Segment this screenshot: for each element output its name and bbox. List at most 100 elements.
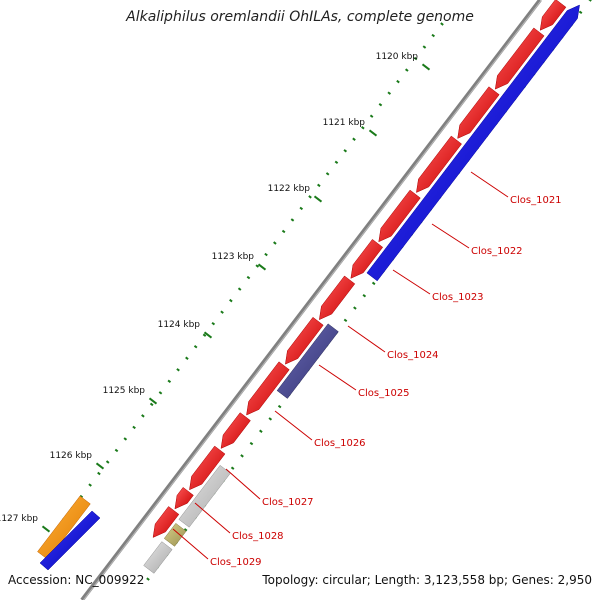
major-tick xyxy=(95,462,105,470)
reverse-gene-purple[interactable] xyxy=(276,323,339,399)
gene-label[interactable]: Clos_1021 xyxy=(510,195,562,206)
minor-tick xyxy=(352,137,356,141)
gray-feature[interactable] xyxy=(178,464,231,528)
minor-tick xyxy=(431,33,436,38)
forward-gene[interactable] xyxy=(350,239,384,279)
forward-gene[interactable] xyxy=(189,445,226,491)
minor-tick xyxy=(185,356,189,360)
features xyxy=(37,0,580,574)
minor-tick xyxy=(396,79,400,84)
major-ticks xyxy=(41,63,431,533)
forward-gene[interactable] xyxy=(416,135,462,193)
minor-tick xyxy=(413,56,418,61)
gene-label[interactable]: Clos_1028 xyxy=(232,531,284,542)
minor-tick xyxy=(97,471,101,476)
label-leader xyxy=(274,410,313,441)
label-leader xyxy=(225,468,261,500)
major-tick xyxy=(148,397,158,405)
label-leader xyxy=(347,325,386,353)
gene-label[interactable]: Clos_1022 xyxy=(471,246,523,257)
forward-gene[interactable] xyxy=(457,86,500,139)
forward-gene[interactable] xyxy=(220,412,251,449)
tick-label: 1127 kbp xyxy=(0,514,38,524)
minor-tick xyxy=(88,483,92,487)
forward-gene[interactable] xyxy=(378,189,421,243)
tick-label: 1120 kbp xyxy=(376,52,419,62)
forward-gene[interactable] xyxy=(539,0,567,31)
minor-tick xyxy=(290,218,295,222)
gray-feature[interactable] xyxy=(143,541,173,574)
gene-label[interactable]: Clos_1025 xyxy=(358,388,410,399)
gene-labels: Clos_1021 Clos_1022 Clos_1023 Clos_1024 Clos… xyxy=(210,195,562,568)
forward-gene[interactable] xyxy=(285,316,324,365)
genome-backbone-highlight xyxy=(83,0,542,600)
minor-tick xyxy=(229,298,233,303)
reverse-gene[interactable] xyxy=(366,4,580,282)
gene-label[interactable]: Clos_1027 xyxy=(262,497,314,508)
minor-tick xyxy=(273,241,277,245)
label-leader xyxy=(318,364,357,391)
minor-tick xyxy=(343,149,348,153)
forward-gene[interactable] xyxy=(494,27,545,90)
minor-tick xyxy=(405,68,409,72)
minor-tick xyxy=(114,448,119,453)
minor-tick xyxy=(105,460,110,464)
minor-tick xyxy=(578,10,583,15)
gene-label[interactable]: Clos_1023 xyxy=(432,292,484,303)
minor-tick xyxy=(146,577,150,581)
minor-tick xyxy=(362,293,367,298)
forward-gene[interactable] xyxy=(152,506,180,538)
minor-tick xyxy=(281,229,286,234)
major-tick xyxy=(257,263,267,271)
minor-tick xyxy=(220,310,224,314)
major-tick xyxy=(203,331,213,339)
label-leaders xyxy=(172,171,509,560)
minor-tick xyxy=(277,404,282,409)
minor-tick xyxy=(237,287,242,291)
minor-tick xyxy=(259,429,263,433)
minor-tick xyxy=(343,318,348,323)
tick-label: 1124 kbp xyxy=(158,320,201,330)
major-tick xyxy=(368,129,378,137)
minor-tick xyxy=(371,281,376,286)
label-leader xyxy=(431,223,470,249)
minor-tick xyxy=(183,528,188,532)
minor-tick xyxy=(334,160,339,165)
label-leader xyxy=(392,269,431,295)
reverse-gene[interactable] xyxy=(39,510,101,571)
accession-text: Accession: NC_009922 xyxy=(8,573,145,587)
map-title: Alkaliphilus oremlandii OhILAs, complete… xyxy=(126,9,474,25)
minor-tick xyxy=(167,379,172,384)
minor-tick xyxy=(325,172,330,176)
tick-label: 1121 kbp xyxy=(323,118,366,128)
minor-tick xyxy=(132,425,136,430)
tick-label: 1123 kbp xyxy=(212,252,255,262)
gene-label[interactable]: Clos_1029 xyxy=(210,557,262,568)
forward-gene[interactable] xyxy=(246,361,290,416)
minor-tick xyxy=(440,22,444,26)
major-tick xyxy=(41,525,51,533)
minor-tick xyxy=(422,45,427,49)
minor-tick xyxy=(123,437,128,441)
khaki-feature[interactable] xyxy=(163,522,187,547)
genome-backbone xyxy=(80,0,542,600)
gene-label[interactable]: Clos_1024 xyxy=(387,350,439,361)
minor-tick xyxy=(264,252,268,257)
minor-tick xyxy=(369,114,374,118)
minor-tick xyxy=(299,206,304,211)
minor-tick xyxy=(176,368,180,372)
forward-gene[interactable] xyxy=(318,275,356,321)
forward-gene[interactable] xyxy=(174,487,194,510)
gene-label[interactable]: Clos_1026 xyxy=(314,438,366,449)
minor-tick xyxy=(361,126,365,130)
tick-label: 1126 kbp xyxy=(50,451,93,461)
tick-labels: 1120 kbp 1121 kbp 1122 kbp 1123 kbp 1124 kbp… xyxy=(0,52,418,524)
minor-tick xyxy=(353,306,357,310)
minor-tick xyxy=(268,417,273,421)
minor-tick xyxy=(317,183,321,188)
minor-tick xyxy=(240,454,244,458)
minor-tick xyxy=(141,414,145,418)
minor-tick xyxy=(387,91,392,95)
minor-tick xyxy=(149,402,154,407)
